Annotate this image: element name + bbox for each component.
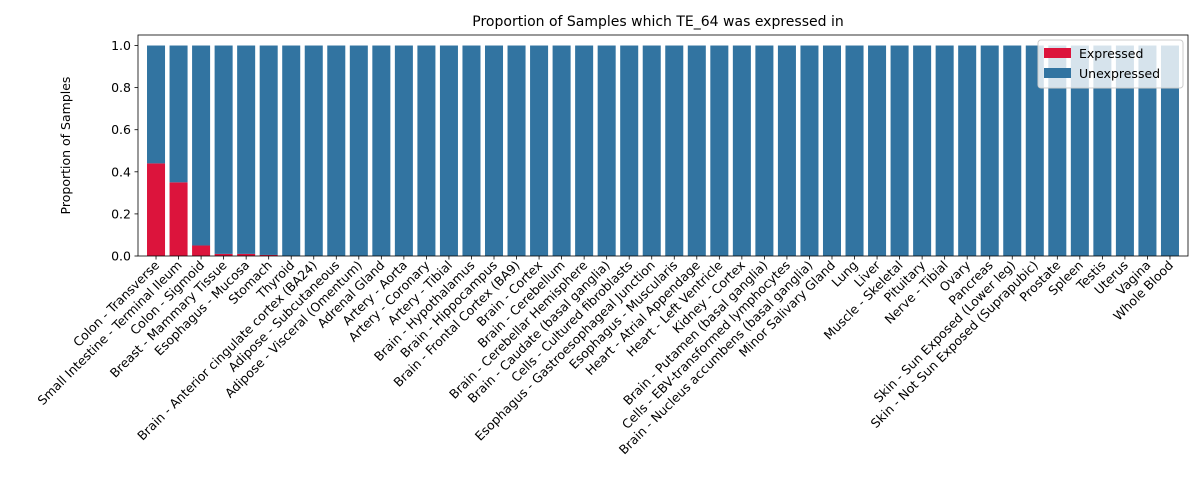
y-tick-label: 0.0 [111, 249, 131, 264]
bar-unexpressed-13 [439, 45, 458, 257]
y-axis-label: Proportion of Samples [58, 77, 73, 215]
bars-group [147, 45, 1179, 257]
bar-unexpressed-24 [687, 45, 706, 257]
bar-unexpressed-3 [214, 45, 233, 254]
bar-unexpressed-37 [980, 45, 999, 257]
y-tick-label: 0.8 [111, 80, 131, 95]
bar-unexpressed-15 [484, 45, 504, 257]
bar-unexpressed-0 [147, 45, 166, 164]
y-tick-label: 0.6 [111, 122, 131, 137]
bar-unexpressed-2 [192, 45, 211, 246]
bar-expressed-3 [214, 253, 233, 256]
bar-unexpressed-42 [1093, 45, 1112, 257]
bar-unexpressed-25 [710, 45, 729, 257]
bar-unexpressed-7 [304, 45, 323, 257]
chart-title: Proportion of Samples which TE_64 was ex… [472, 14, 843, 30]
bar-unexpressed-17 [530, 45, 549, 257]
axes-group [137, 34, 1189, 257]
bar-unexpressed-21 [620, 45, 639, 257]
bar-unexpressed-18 [552, 45, 571, 257]
plot-frame [137, 34, 1189, 257]
bar-expressed-2 [192, 245, 211, 256]
bar-unexpressed-28 [777, 45, 796, 257]
legend-label-expressed: Expressed [1079, 46, 1143, 61]
bar-unexpressed-10 [372, 45, 391, 257]
bar-unexpressed-36 [958, 45, 977, 257]
bar-unexpressed-31 [845, 45, 864, 257]
bar-unexpressed-14 [462, 45, 481, 257]
bar-unexpressed-41 [1070, 45, 1089, 257]
bar-unexpressed-40 [1048, 45, 1067, 257]
bar-expressed-0 [147, 163, 166, 256]
legend-swatch-expressed [1044, 48, 1071, 58]
bar-unexpressed-44 [1138, 45, 1157, 257]
bar-unexpressed-5 [259, 45, 278, 255]
bar-unexpressed-26 [732, 45, 751, 257]
bar-unexpressed-11 [394, 45, 413, 257]
bar-unexpressed-34 [913, 45, 932, 257]
legend-swatch-unexpressed [1044, 68, 1071, 78]
y-tick-label: 1.0 [111, 38, 131, 53]
bar-unexpressed-43 [1115, 45, 1134, 257]
bar-unexpressed-23 [665, 45, 684, 257]
bar-unexpressed-6 [282, 45, 301, 257]
bar-unexpressed-8 [327, 45, 346, 257]
bar-unexpressed-4 [237, 45, 256, 254]
bar-unexpressed-39 [1025, 45, 1044, 257]
legend-label-unexpressed: Unexpressed [1079, 66, 1160, 81]
bar-unexpressed-38 [1003, 45, 1022, 257]
bar-unexpressed-35 [935, 45, 954, 257]
bar-unexpressed-27 [755, 45, 774, 257]
legend-frame [1037, 39, 1184, 89]
bar-unexpressed-9 [349, 45, 368, 257]
bar-expressed-5 [259, 254, 278, 256]
y-tick-label: 0.2 [111, 206, 131, 221]
y-tick-label: 0.4 [111, 164, 131, 179]
bar-expressed-4 [237, 253, 256, 256]
bar-unexpressed-32 [868, 45, 887, 257]
bar-expressed-1 [169, 182, 188, 256]
bar-unexpressed-30 [822, 45, 842, 257]
bar-unexpressed-33 [890, 45, 909, 257]
bar-unexpressed-22 [642, 45, 661, 257]
bar-unexpressed-45 [1160, 45, 1179, 257]
bar-unexpressed-19 [575, 45, 594, 257]
bar-unexpressed-29 [800, 45, 819, 257]
bar-unexpressed-20 [597, 45, 616, 257]
legend: Expressed Unexpressed [1037, 39, 1184, 89]
bar-unexpressed-1 [169, 45, 188, 183]
bar-unexpressed-16 [507, 45, 526, 257]
bar-unexpressed-12 [417, 45, 436, 257]
y-tick-labels: 0.0 0.2 0.4 0.6 0.8 1.0 [111, 38, 138, 264]
